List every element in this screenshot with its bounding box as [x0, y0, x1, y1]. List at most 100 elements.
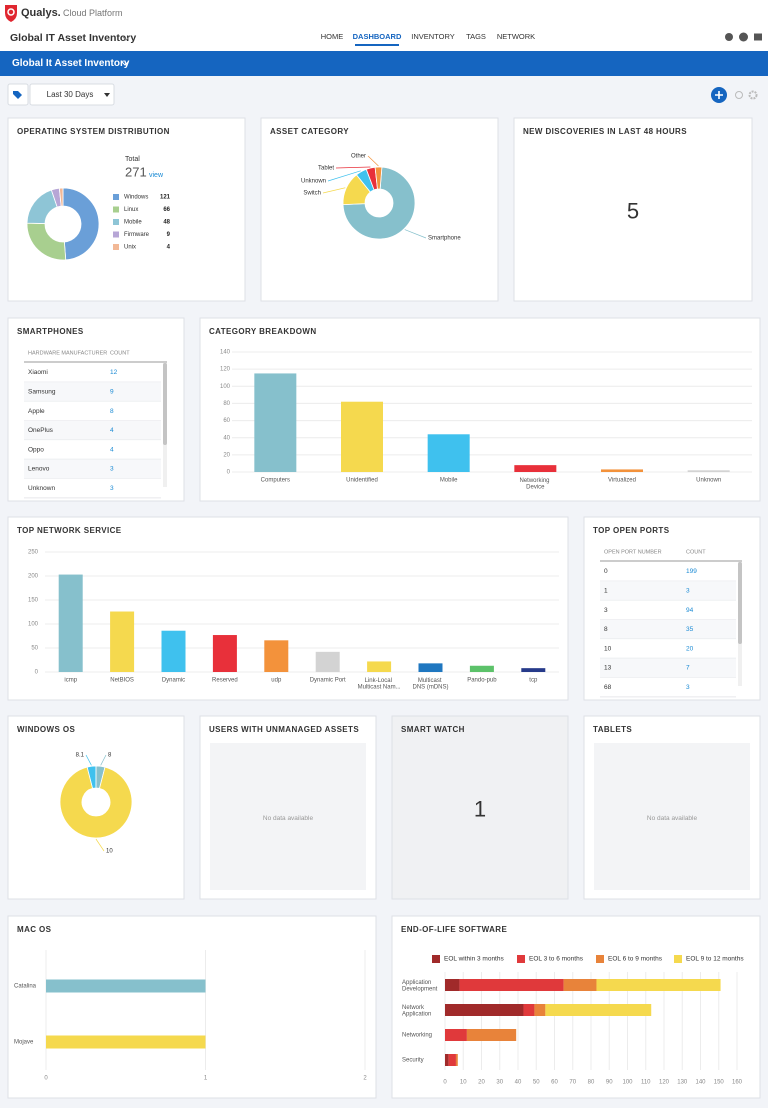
table-cell: 13 [604, 665, 612, 672]
bar-segment[interactable] [563, 979, 597, 991]
bar[interactable] [687, 470, 730, 472]
brand-logo[interactable] [5, 5, 17, 22]
refresh-button[interactable] [735, 91, 743, 99]
x-tick-label: 60 [551, 1080, 558, 1086]
bar[interactable] [264, 640, 289, 672]
table-row[interactable] [24, 459, 161, 479]
view-link[interactable]: view [149, 172, 164, 179]
bar-segment[interactable] [445, 1054, 449, 1066]
table-row[interactable] [600, 581, 736, 601]
legend-swatch [432, 955, 440, 963]
bar[interactable] [315, 651, 340, 672]
nav-item[interactable]: DASHBOARD [353, 32, 402, 41]
table-row[interactable] [600, 619, 736, 640]
bar-segment[interactable] [596, 979, 721, 991]
x-tick-label: 2 [363, 1076, 367, 1082]
bar[interactable] [469, 665, 494, 672]
donut-slice[interactable] [342, 166, 416, 240]
bar[interactable] [161, 630, 186, 672]
app-caret[interactable] [122, 36, 130, 41]
bar[interactable] [254, 373, 297, 472]
bar-segment[interactable] [466, 1029, 517, 1041]
bar-segment[interactable] [455, 1054, 458, 1066]
bar[interactable] [58, 574, 83, 672]
bar-segment[interactable] [534, 1004, 546, 1016]
bar-segment[interactable] [445, 1029, 467, 1041]
bar-segment[interactable] [445, 1004, 524, 1016]
bar-segment[interactable] [459, 979, 564, 991]
table-row[interactable] [24, 478, 161, 498]
table-row[interactable] [24, 420, 161, 441]
table-row[interactable] [600, 600, 736, 620]
nav-item[interactable]: INVENTORY [411, 32, 454, 41]
table-row[interactable] [600, 658, 736, 678]
x-tick-label: 20 [478, 1080, 485, 1086]
x-tick-label: 130 [677, 1080, 688, 1086]
range-caret [104, 93, 110, 97]
bar[interactable] [514, 465, 557, 472]
x-tick-label: 1 [204, 1076, 208, 1082]
label-line: Development [402, 986, 438, 992]
bar-segment[interactable] [445, 979, 460, 991]
donut-slice[interactable] [58, 187, 64, 207]
leader-line [322, 187, 346, 194]
tag-icon [13, 91, 22, 99]
bar[interactable] [46, 979, 206, 993]
leader-line [327, 170, 361, 182]
x-tick-label: Unknown [696, 478, 721, 484]
table-cell: 3 [110, 466, 114, 473]
user-icon[interactable] [725, 33, 733, 41]
x-tick-label: Networking Device [519, 478, 551, 491]
nav-item[interactable]: TAGS [466, 32, 486, 41]
bar[interactable] [46, 1035, 206, 1049]
subheader-title[interactable]: Global It Asset Inventory [12, 58, 130, 69]
bar-segment[interactable] [448, 1054, 456, 1066]
donut-slice[interactable] [62, 187, 100, 261]
bar[interactable] [427, 434, 470, 472]
top-header [0, 0, 768, 51]
x-tick-label: 150 [714, 1080, 725, 1086]
bar[interactable] [110, 611, 135, 672]
bar[interactable] [521, 668, 546, 672]
bar[interactable] [212, 635, 237, 672]
settings-button[interactable] [748, 90, 758, 100]
table-cell: 20 [686, 645, 694, 652]
mail-icon[interactable] [754, 33, 762, 41]
x-tick-label: 100 [622, 1080, 633, 1086]
scrollbar-thumb[interactable] [163, 363, 167, 445]
legend-label: EOL 6 to 9 months [608, 956, 663, 963]
table-row[interactable] [24, 362, 161, 383]
legend-swatch [674, 955, 682, 963]
table-row[interactable] [24, 382, 161, 402]
bar[interactable] [367, 661, 392, 672]
widget-title: TOP NETWORK SERVICE [17, 526, 122, 535]
table-row[interactable] [24, 401, 161, 421]
subheader-caret[interactable] [121, 61, 129, 66]
donut-slice[interactable] [59, 766, 133, 839]
help-icon[interactable] [739, 32, 748, 42]
donut-slice[interactable] [374, 166, 383, 190]
nav-item[interactable]: NETWORK [497, 32, 535, 41]
app-title[interactable]: Global IT Asset Inventory [10, 32, 136, 44]
bar[interactable] [601, 469, 643, 472]
bar-segment[interactable] [545, 1004, 652, 1016]
table-cell: OnePlus [28, 427, 54, 434]
add-icon [715, 91, 723, 99]
x-tick-label: icmp [64, 678, 77, 684]
range-dropdown[interactable] [29, 83, 115, 106]
y-tick-label: Network Application [402, 1004, 431, 1017]
x-tick-label: 140 [695, 1080, 706, 1086]
legend-value: 9 [167, 232, 171, 238]
table-row[interactable] [600, 561, 736, 582]
x-tick-label: Dynamic [162, 678, 185, 684]
widget-title: TABLETS [593, 725, 632, 734]
bar[interactable] [418, 663, 443, 672]
bar-segment[interactable] [523, 1004, 535, 1016]
y-tick-label: Application Development [402, 979, 438, 992]
nav-item[interactable]: HOME [321, 32, 344, 41]
scrollbar-thumb[interactable] [738, 562, 742, 644]
bar[interactable] [341, 401, 383, 472]
table-row[interactable] [24, 440, 161, 460]
table-row[interactable] [600, 677, 736, 697]
table-row[interactable] [600, 639, 736, 659]
